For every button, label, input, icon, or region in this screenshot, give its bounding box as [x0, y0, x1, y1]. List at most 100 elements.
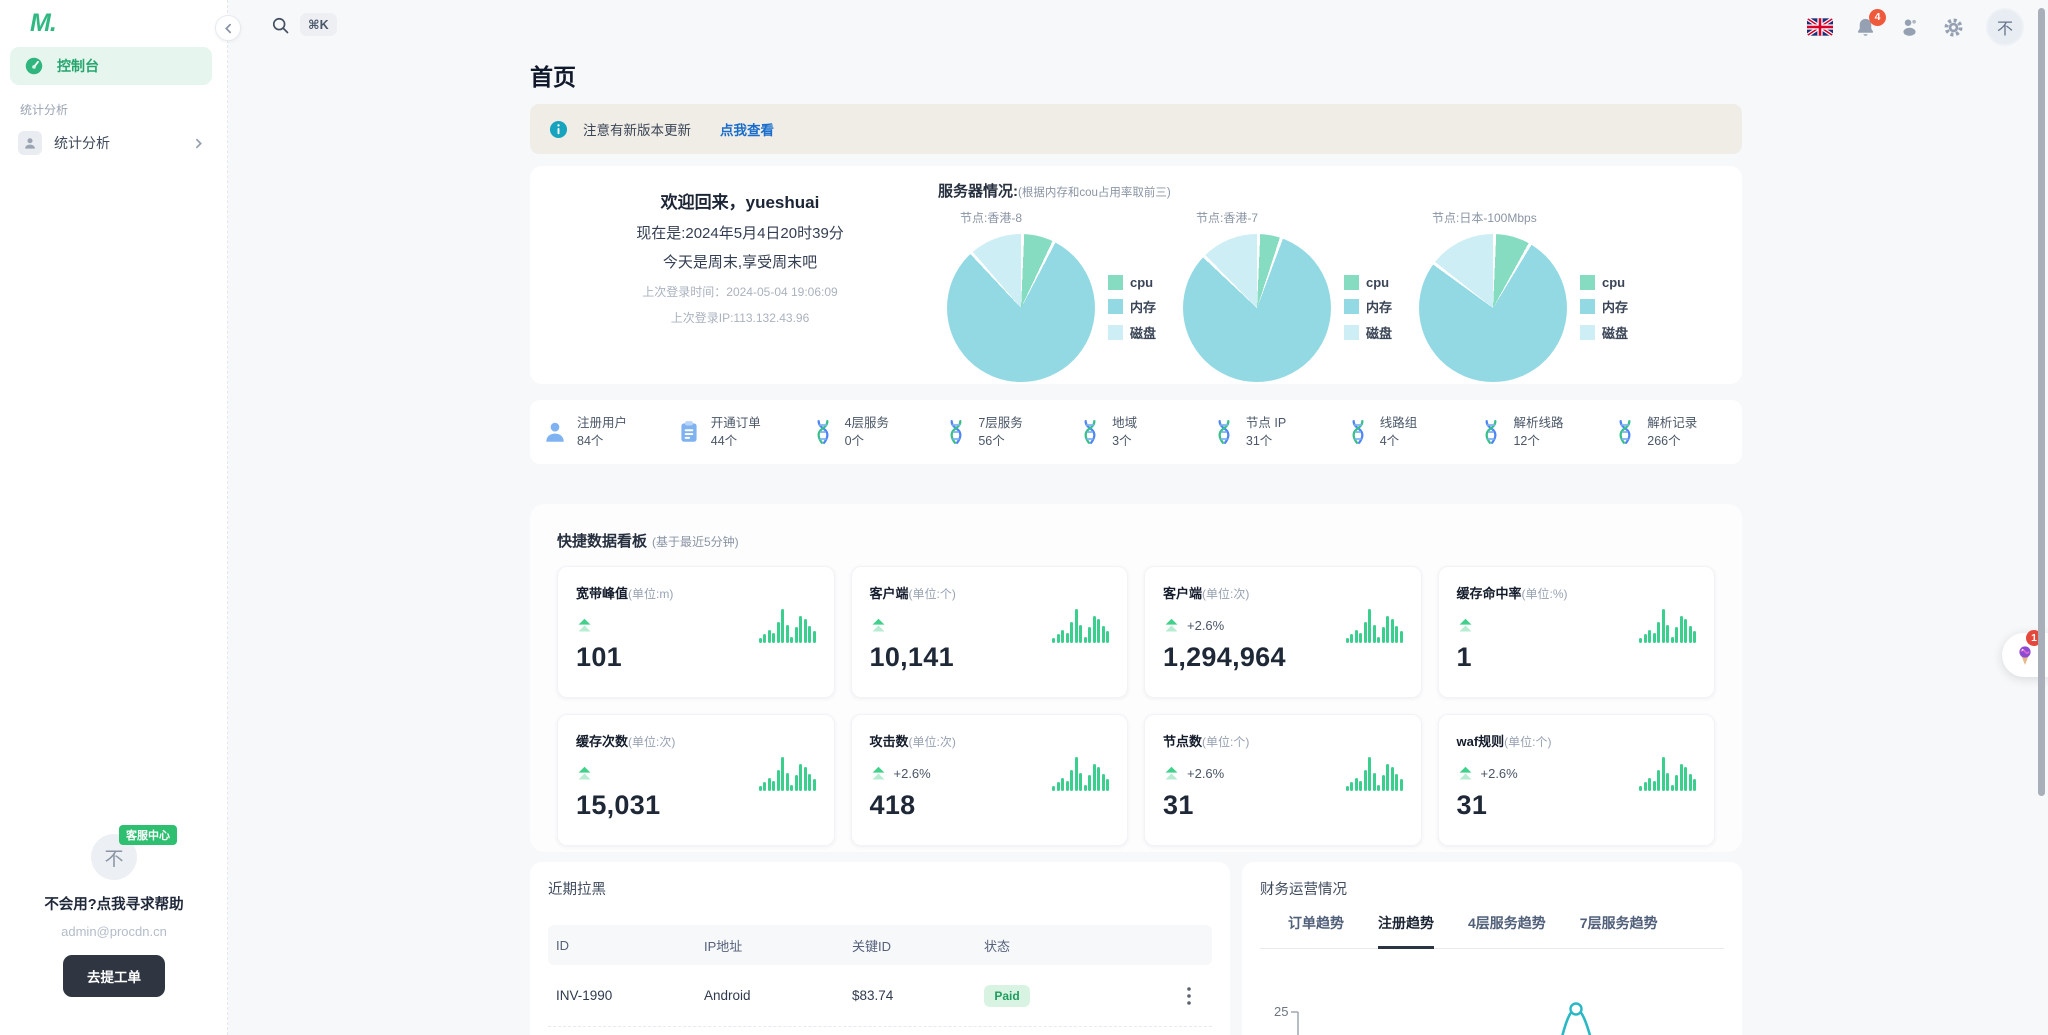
metric-label: 宽带峰值: [576, 586, 629, 601]
pie-chart: [1419, 234, 1567, 382]
metric-label: waf规则: [1456, 734, 1505, 749]
language-flag-icon[interactable]: [1807, 18, 1833, 36]
spark-bar: [1101, 773, 1105, 791]
spark-bar: [772, 632, 775, 643]
server-pie-node: 节点:日本-100Mbps cpu 内存 磁盘: [1402, 209, 1638, 382]
info-icon: [549, 120, 568, 139]
user-avatar[interactable]: 不: [1986, 8, 2024, 46]
spark-bar: [1648, 778, 1651, 791]
spark-bar: [1097, 619, 1100, 643]
dashboard-gauge-icon: [23, 55, 45, 77]
pie-legend: cpu 内存 磁盘: [1580, 274, 1628, 342]
sidebar-item-console[interactable]: 控制台: [10, 47, 212, 85]
column-header: 关键ID: [852, 938, 892, 954]
global-search[interactable]: ⌘K: [270, 13, 337, 36]
legend-swatch: [1344, 298, 1359, 314]
spark-bar: [1106, 631, 1109, 643]
spark-bar: [1657, 770, 1660, 791]
alert-message: 注意有新版本更新: [583, 123, 691, 138]
spark-bar: [1666, 625, 1669, 643]
spark-bar: [1679, 616, 1683, 643]
vertical-scrollbar[interactable]: [2038, 8, 2045, 796]
metric-card: 节点数(单位:个) +2.6% 31: [1144, 714, 1422, 846]
spark-bar: [803, 619, 807, 643]
trend-up-icon: [576, 765, 593, 782]
metric-unit: (单位:个): [908, 587, 956, 601]
stat-item: 4层服务 0个: [802, 414, 936, 450]
user-icon[interactable]: [1898, 16, 1921, 39]
main-area: ⌘K 4 不 首页 注意有新版本更新 点我查看 欢迎回来，yu: [228, 0, 2048, 1035]
metric-delta: +2.6%: [1187, 617, 1225, 633]
legend-label: 磁盘: [1366, 325, 1393, 341]
metric-delta: +2.6%: [893, 765, 931, 781]
finance-tab[interactable]: 注册趋势: [1378, 913, 1434, 949]
spark-bar: [1657, 622, 1660, 643]
row-menu-dots-icon[interactable]: [1174, 986, 1204, 1005]
last-login-time: 上次登录时间：2024-05-04 19:06:09: [642, 285, 838, 299]
spark-bar: [790, 785, 793, 791]
spark-bar: [1345, 786, 1349, 791]
spark-bar: [808, 773, 811, 791]
sparkline: [1639, 757, 1696, 791]
finance-title: 财务运营情况: [1260, 882, 1347, 898]
column-header: IP地址: [704, 938, 743, 954]
metric-unit: (单位:次): [628, 735, 676, 749]
server-pie-node: 节点:香港-8 cpu 内存 磁盘: [930, 209, 1166, 382]
support-help-text[interactable]: 不会用?点我寻求帮助: [44, 897, 184, 913]
spark-bar: [1666, 773, 1669, 791]
settings-gear-icon[interactable]: [1942, 16, 1965, 39]
support-email: admin@procdn.cn: [61, 924, 167, 939]
stat-value: 12个: [1513, 434, 1540, 448]
finance-tab[interactable]: 订单趋势: [1288, 915, 1344, 931]
spark-bar: [1648, 630, 1651, 643]
finance-tab[interactable]: 4层服务趋势: [1468, 915, 1546, 931]
metric-card: 缓存次数(单位:次) 15,031: [557, 714, 835, 846]
stat-value: 56个: [978, 434, 1005, 448]
stat-label: 开通订单: [710, 415, 761, 430]
spark-bar: [785, 773, 789, 791]
stat-label: 解析线路: [1513, 415, 1564, 430]
spark-bar: [803, 767, 807, 791]
metric-value: 101: [576, 642, 622, 672]
stat-icon: [1211, 419, 1237, 445]
alert-view-link[interactable]: 点我查看: [720, 123, 774, 138]
app-logo[interactable]: M.: [30, 9, 57, 37]
metric-value: 1,294,964: [1163, 642, 1286, 672]
pie-chart: [947, 234, 1095, 382]
stat-icon: [676, 419, 702, 445]
legend-label: 内存: [1130, 299, 1157, 315]
spark-bar: [1386, 616, 1389, 643]
spark-bar: [1079, 773, 1082, 791]
version-update-alert: 注意有新版本更新 点我查看: [530, 104, 1742, 154]
submit-ticket-button[interactable]: 去提工单: [63, 955, 165, 997]
board-subtitle: (基于最近5分钟): [652, 535, 739, 549]
trend-up-icon: [870, 617, 887, 634]
trend-up-icon: [576, 617, 593, 634]
table-row[interactable]: [548, 1027, 1212, 1035]
legend-swatch: [1344, 274, 1359, 290]
table-row[interactable]: INV-1990 Android $83.74 Paid: [548, 965, 1212, 1027]
stat-icon: [1612, 419, 1638, 445]
spark-bar: [1368, 609, 1371, 643]
legend-label: cpu: [1366, 274, 1390, 290]
spark-bar: [1097, 767, 1100, 791]
stat-label: 解析记录: [1647, 415, 1698, 430]
spark-bar: [1399, 779, 1403, 791]
recent-blacklist-card: 近期拉黑 ID IP地址 关键ID 状态 INV-1990 Android $83.7…: [530, 862, 1230, 1035]
spark-bar: [776, 622, 780, 643]
pie-node-label: 节点:香港-7: [1196, 211, 1259, 225]
sidebar-collapse-button[interactable]: [215, 15, 241, 41]
metric-label: 客户端: [869, 586, 909, 601]
spark-bar: [1065, 780, 1069, 791]
sidebar-section-label: 统计分析: [20, 103, 69, 117]
metric-unit: (单位:次): [908, 735, 956, 749]
finance-tab[interactable]: 7层服务趋势: [1579, 915, 1658, 931]
stat-label: 地域: [1112, 415, 1138, 430]
spark-bar: [1652, 632, 1656, 643]
metric-value: 31: [1456, 790, 1488, 820]
sidebar-item-statistics[interactable]: 统计分析: [10, 124, 212, 162]
trend-up-icon: [1457, 617, 1474, 634]
overview-card: 欢迎回来，yueshuai 现在是:2024年5月4日20时39分 今天是周末,…: [530, 166, 1742, 384]
spark-bar: [758, 786, 762, 791]
notifications-bell-icon[interactable]: 4: [1854, 8, 1886, 39]
